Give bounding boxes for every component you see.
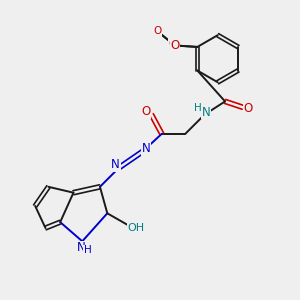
Text: N: N bbox=[111, 158, 120, 171]
Text: O: O bbox=[168, 39, 177, 49]
Text: O: O bbox=[141, 105, 150, 118]
Text: H: H bbox=[194, 103, 202, 113]
Text: O: O bbox=[243, 102, 253, 115]
Text: N: N bbox=[142, 142, 151, 155]
Text: N: N bbox=[76, 241, 85, 254]
Text: O: O bbox=[153, 26, 161, 36]
Text: OH: OH bbox=[128, 223, 145, 233]
Text: O: O bbox=[170, 39, 180, 52]
Text: N: N bbox=[202, 106, 210, 119]
Text: H: H bbox=[84, 245, 92, 255]
